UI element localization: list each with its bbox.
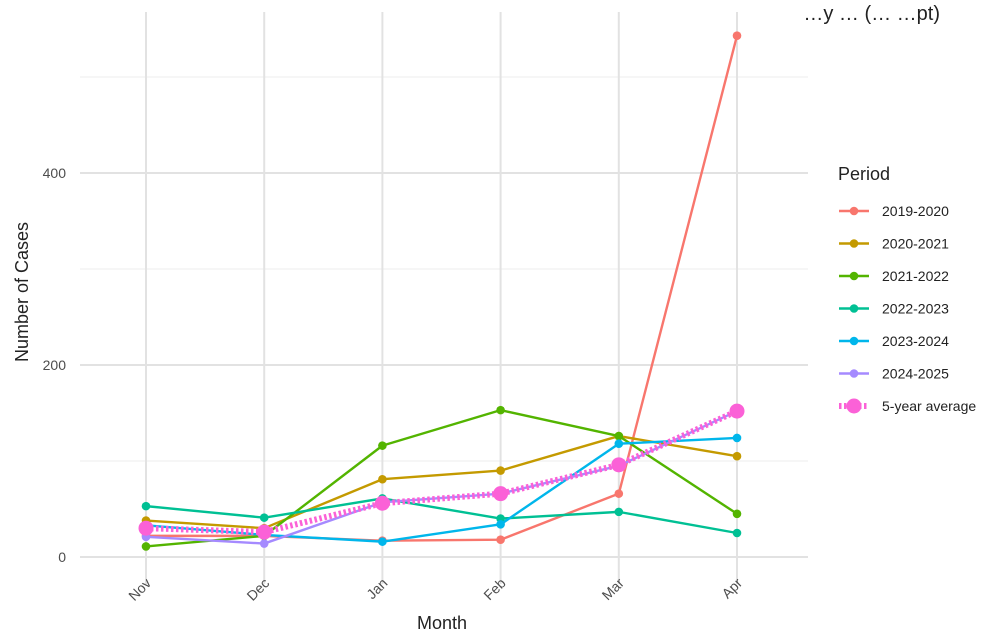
legend-key-point (849, 206, 859, 216)
series-line (145, 434, 738, 530)
data-point (378, 537, 387, 546)
data-point (259, 539, 269, 548)
data-point (614, 489, 624, 498)
average-point (138, 520, 154, 536)
data-point (732, 31, 742, 41)
data-point (496, 466, 505, 475)
legend-key-point (849, 369, 859, 378)
data-point (732, 509, 742, 519)
data-point (732, 433, 742, 443)
series-line (145, 497, 738, 535)
legend-label: 2019-2020 (882, 203, 949, 219)
x-tick-label: Feb (480, 575, 509, 604)
legend-label: 2023-2024 (882, 333, 949, 349)
chart-title: …y … (… …pt) (803, 3, 940, 25)
data-point (614, 439, 624, 449)
legend-label: 5-year average (882, 398, 976, 414)
y-axis-ticks: 0 200 400 (43, 165, 67, 565)
legend-label: 2024-2025 (882, 366, 949, 382)
average-line-path (145, 408, 739, 536)
data-point (378, 441, 387, 450)
data-point (732, 451, 742, 461)
y-axis-title: Number of Cases (12, 222, 32, 362)
y-tick-label: 200 (43, 357, 67, 373)
legend-key-point (849, 239, 859, 248)
legend-key-point (849, 336, 859, 346)
average-point (611, 457, 627, 473)
average-line (138, 403, 745, 540)
x-axis-ticks: Nov Dec Jan Feb Mar Apr (125, 575, 745, 604)
data-point (496, 405, 505, 415)
data-point (614, 431, 624, 441)
series-line (145, 436, 738, 543)
series-line (145, 408, 738, 548)
data-point (614, 507, 624, 517)
legend-label: 2020-2021 (882, 236, 949, 252)
average-point (256, 524, 272, 540)
data-point (732, 528, 742, 538)
average-point (374, 495, 390, 511)
legend-title: Period (838, 164, 890, 184)
data-point (259, 513, 269, 522)
x-tick-label: Mar (599, 575, 628, 604)
data-point (496, 520, 505, 529)
legend-key-point (849, 271, 859, 281)
data-point (378, 474, 387, 484)
legend-key-point (849, 304, 859, 313)
x-tick-label: Apr (718, 575, 745, 602)
legend: Period 2019-2020 2020-2021 2021-2022 2022-2… (838, 164, 976, 414)
legend-key-point (846, 398, 862, 414)
series-line (145, 409, 738, 545)
series-line (146, 35, 739, 542)
x-tick-label: Jan (363, 575, 390, 602)
data-point (141, 542, 151, 551)
average-point (729, 403, 745, 419)
average-point (493, 486, 509, 502)
y-tick-label: 0 (58, 549, 66, 565)
series-lines (141, 31, 742, 551)
x-axis-title: Month (417, 613, 467, 633)
x-tick-label: Dec (243, 575, 272, 604)
x-tick-label: Nov (125, 575, 154, 604)
legend-label: 2022-2023 (882, 301, 949, 317)
data-point (141, 501, 151, 511)
y-tick-label: 400 (43, 165, 67, 181)
data-point (496, 535, 505, 545)
legend-label: 2021-2022 (882, 268, 949, 284)
